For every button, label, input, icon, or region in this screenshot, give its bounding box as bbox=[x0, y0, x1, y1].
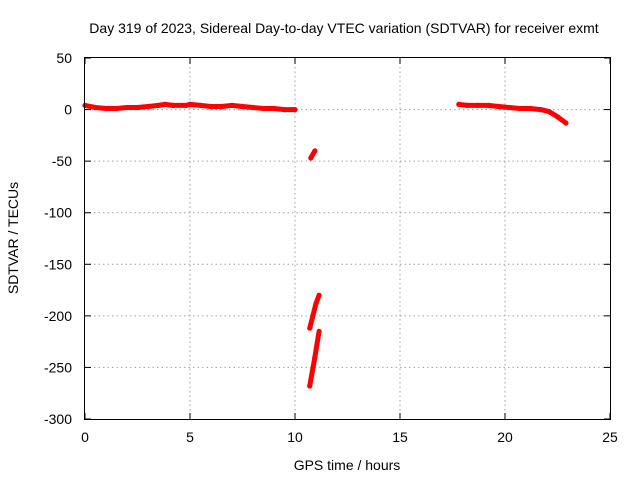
data-point bbox=[475, 102, 481, 108]
data-point bbox=[155, 102, 162, 108]
series-segment bbox=[307, 294, 322, 329]
data-point bbox=[316, 292, 322, 298]
chart-title: Day 319 of 2023, Sidereal Day-to-day VTE… bbox=[89, 20, 598, 36]
plot-frame bbox=[84, 57, 611, 420]
data-point bbox=[312, 354, 318, 360]
data-point bbox=[292, 107, 298, 113]
data-point bbox=[307, 383, 313, 389]
data-point bbox=[229, 102, 235, 108]
data-point bbox=[312, 148, 318, 154]
data-point bbox=[307, 325, 313, 331]
data-point bbox=[145, 103, 151, 110]
x-tick-label: 5 bbox=[186, 429, 194, 445]
data-point bbox=[271, 105, 277, 112]
x-tick-label: 10 bbox=[287, 429, 303, 445]
y-tick-label: -150 bbox=[44, 256, 72, 272]
y-axis-label: SDTVAR / TECUs bbox=[5, 182, 21, 294]
data-point bbox=[485, 102, 491, 108]
data-point bbox=[134, 104, 141, 111]
data-point bbox=[316, 328, 322, 334]
data-point bbox=[546, 109, 552, 115]
data-point bbox=[554, 114, 561, 120]
y-tick-label: -250 bbox=[44, 359, 72, 375]
data-point bbox=[456, 101, 462, 107]
x-tick-label: 25 bbox=[602, 429, 618, 445]
data-point bbox=[464, 102, 470, 108]
data-point bbox=[250, 104, 256, 111]
data-point bbox=[239, 103, 246, 110]
data-point bbox=[103, 105, 109, 112]
series-layer bbox=[82, 101, 569, 389]
data-point bbox=[506, 104, 512, 111]
grid-layer bbox=[85, 58, 610, 419]
data-point bbox=[124, 104, 130, 111]
y-tick-label: -100 bbox=[44, 205, 72, 221]
data-point bbox=[260, 105, 267, 112]
tick-layer: 0 5 10 15 20 25 50 0 -50 -100 -150 -200 -250 -300 bbox=[44, 50, 618, 445]
data-point bbox=[183, 102, 189, 108]
x-tick-label: 20 bbox=[497, 429, 513, 445]
data-point bbox=[187, 101, 193, 107]
y-tick-label: -300 bbox=[44, 411, 72, 427]
data-point bbox=[92, 104, 99, 111]
data-point bbox=[527, 105, 533, 112]
x-tick-label: 15 bbox=[392, 429, 408, 445]
data-point bbox=[208, 103, 214, 110]
y-tick-label: 50 bbox=[56, 50, 72, 66]
data-point bbox=[563, 120, 569, 126]
data-point bbox=[496, 103, 502, 110]
y-tick-label: -200 bbox=[44, 308, 72, 324]
x-tick-label: 0 bbox=[81, 429, 89, 445]
data-point bbox=[170, 102, 176, 108]
data-point bbox=[517, 105, 523, 112]
data-point bbox=[308, 155, 314, 161]
data-point bbox=[162, 101, 168, 107]
data-point bbox=[113, 105, 120, 112]
data-point bbox=[197, 102, 204, 108]
data-point bbox=[218, 103, 225, 110]
y-tick-label: 0 bbox=[64, 102, 72, 118]
x-axis-label: GPS time / hours bbox=[294, 457, 401, 473]
data-point bbox=[281, 107, 288, 113]
data-point bbox=[313, 300, 319, 307]
y-tick-label: -50 bbox=[52, 153, 72, 169]
data-point bbox=[538, 107, 544, 113]
